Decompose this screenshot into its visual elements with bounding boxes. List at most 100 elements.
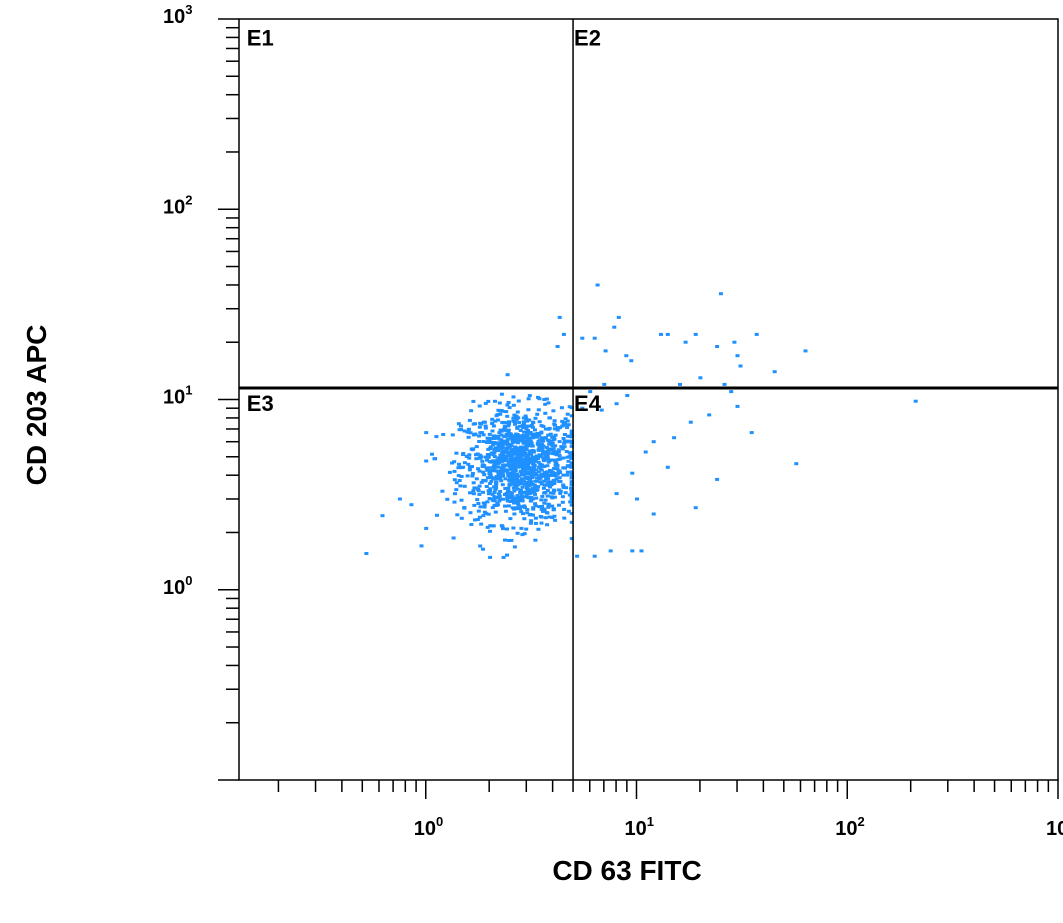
- data-point: [481, 433, 486, 437]
- data-point: [540, 463, 545, 467]
- data-point: [738, 364, 743, 368]
- data-point: [504, 449, 508, 453]
- data-point: [546, 447, 551, 451]
- y-tick-label: 101: [163, 383, 192, 409]
- data-point: [467, 465, 472, 469]
- data-point: [475, 452, 480, 456]
- data-point: [552, 480, 557, 484]
- data-point: [543, 411, 548, 415]
- data-point: [508, 517, 513, 521]
- data-point: [507, 490, 512, 494]
- data-point: [507, 420, 511, 424]
- data-point: [524, 424, 529, 428]
- data-point: [514, 432, 519, 436]
- data-point: [533, 416, 538, 420]
- data-point: [491, 453, 496, 457]
- data-point: [533, 468, 538, 472]
- data-point: [521, 479, 526, 483]
- data-point: [498, 412, 503, 416]
- data-point: [500, 443, 505, 447]
- data-point: [547, 459, 552, 462]
- data-point: [454, 488, 459, 492]
- data-point: [500, 483, 505, 487]
- data-point: [528, 478, 533, 482]
- data-point: [535, 476, 539, 480]
- data-point: [519, 493, 524, 497]
- data-point: [466, 430, 471, 434]
- data-point: [513, 469, 518, 473]
- data-point: [486, 454, 491, 458]
- data-point: [531, 513, 535, 517]
- data-point: [524, 490, 529, 494]
- data-point: [519, 469, 524, 473]
- data-point: [569, 520, 574, 524]
- data-point: [483, 479, 488, 483]
- data-point: [533, 521, 538, 525]
- data-point: [494, 482, 499, 486]
- data-point: [551, 507, 556, 511]
- data-point: [493, 461, 498, 465]
- data-point: [549, 495, 554, 499]
- data-point: [566, 464, 571, 468]
- data-point: [569, 453, 574, 457]
- data-point: [493, 399, 497, 403]
- data-point: [440, 489, 445, 493]
- data-point: [479, 480, 484, 484]
- data-point: [481, 440, 486, 443]
- data-point: [547, 503, 552, 507]
- data-point: [480, 459, 485, 463]
- data-point: [595, 283, 600, 287]
- data-point: [551, 488, 556, 492]
- quadrant-labels: E1 E2 E3 E4: [247, 25, 602, 415]
- data-point: [560, 495, 565, 499]
- data-point: [505, 373, 510, 377]
- data-point: [528, 460, 533, 464]
- data-point: [516, 497, 521, 501]
- data-point: [511, 498, 516, 502]
- data-point: [499, 438, 504, 442]
- x-axis-title: CD 63 FITC: [552, 855, 701, 886]
- data-point: [537, 474, 542, 478]
- data-point: [495, 462, 500, 466]
- data-point: [534, 496, 539, 500]
- data-point: [505, 437, 510, 441]
- data-point: [534, 454, 539, 458]
- data-point: [512, 545, 517, 549]
- data-point: [552, 482, 557, 485]
- data-point: [560, 447, 565, 451]
- data-point: [477, 484, 482, 488]
- data-point: [560, 424, 565, 428]
- data-point: [484, 466, 489, 470]
- data-point: [510, 482, 515, 486]
- data-point: [506, 453, 511, 457]
- data-point: [559, 445, 564, 449]
- data-point: [533, 459, 538, 463]
- data-point: [482, 505, 487, 509]
- data-point: [515, 494, 520, 498]
- data-point: [523, 506, 527, 510]
- data-point: [441, 433, 446, 436]
- data-point: [561, 332, 566, 336]
- data-point: [481, 470, 486, 474]
- data-point: [537, 397, 542, 401]
- data-point: [519, 526, 524, 530]
- data-point: [488, 470, 492, 474]
- data-point: [523, 416, 528, 419]
- data-point: [520, 485, 525, 489]
- data-point: [569, 503, 574, 507]
- data-point: [516, 503, 521, 507]
- data-point: [511, 403, 516, 407]
- data-point: [509, 448, 514, 452]
- data-point: [519, 488, 523, 492]
- data-point: [488, 482, 493, 485]
- data-point: [505, 494, 510, 497]
- data-point: [538, 480, 543, 484]
- data-point: [527, 449, 532, 453]
- data-point: [533, 516, 538, 520]
- data-point: [545, 523, 550, 527]
- data-point: [514, 485, 519, 489]
- x-tick-label: 101: [624, 814, 653, 840]
- data-point: [464, 454, 469, 458]
- data-point: [553, 474, 558, 478]
- data-point: [511, 395, 516, 399]
